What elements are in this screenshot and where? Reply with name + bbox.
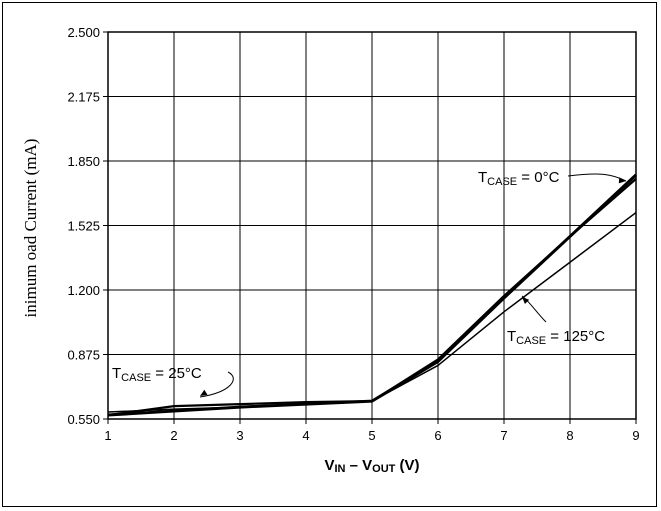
x-tick-label: 6: [434, 428, 441, 443]
y-tick-label: 2.175: [67, 90, 100, 105]
annotation-label-main: T: [507, 328, 516, 345]
x-axis-label: VIN – VOUT (V): [324, 457, 419, 475]
x-tick-label: 4: [302, 428, 309, 443]
annotation-label-main: T: [112, 365, 121, 382]
x-tick-label: 3: [236, 428, 243, 443]
annotation-label-sub: CASE: [487, 176, 517, 188]
y-tick-label: 1.850: [67, 154, 100, 169]
annotation-label-sub: CASE: [121, 372, 151, 384]
x-tick-label: 8: [566, 428, 573, 443]
annotation-label-main: T: [478, 169, 487, 186]
annotation-leader: [567, 173, 627, 182]
annotation-label-rest: = 25°C: [151, 365, 202, 382]
y-tick-label: 2.500: [67, 25, 100, 40]
x-tick-label: 7: [500, 428, 507, 443]
annotation-arrowhead: [200, 389, 208, 396]
x-tick-label: 5: [368, 428, 375, 443]
grid-lines: [107, 31, 637, 420]
annotation-arrowhead: [522, 297, 530, 305]
annotation-label: TCASE = 125°C: [507, 328, 605, 347]
y-tick-label: 1.200: [67, 283, 100, 298]
annotation-label-sub: CASE: [516, 335, 546, 347]
x-tick-label: 1: [104, 428, 111, 443]
annotation-label-rest: = 125°C: [546, 328, 605, 345]
series-lines: [107, 173, 638, 417]
annotation-label: TCASE = 25°C: [112, 365, 202, 384]
annotation-label: TCASE = 0°C: [478, 169, 560, 188]
x-tick-label: 2: [170, 428, 177, 443]
x-tick-label: 9: [632, 428, 639, 443]
y-tick-label: 1.525: [67, 219, 100, 234]
x-axis-ticks: 1 2 3 4 5 6 7 8 9: [104, 419, 640, 443]
chart-frame: [2, 2, 657, 507]
y-tick-label: 0.875: [67, 348, 100, 363]
y-tick-label: 0.550: [67, 412, 100, 427]
annotation-label-rest: = 0°C: [517, 169, 559, 186]
y-axis-ticks: 0.550 0.875 1.200 1.525 1.850 2.175 2.500: [67, 25, 108, 427]
y-axis-label: inimum oad Current (mA): [21, 139, 40, 318]
annotation-leader: [199, 371, 234, 398]
annotation-leader: [521, 295, 547, 323]
annotation-arrowhead: [618, 177, 626, 184]
series-line: [107, 212, 637, 413]
